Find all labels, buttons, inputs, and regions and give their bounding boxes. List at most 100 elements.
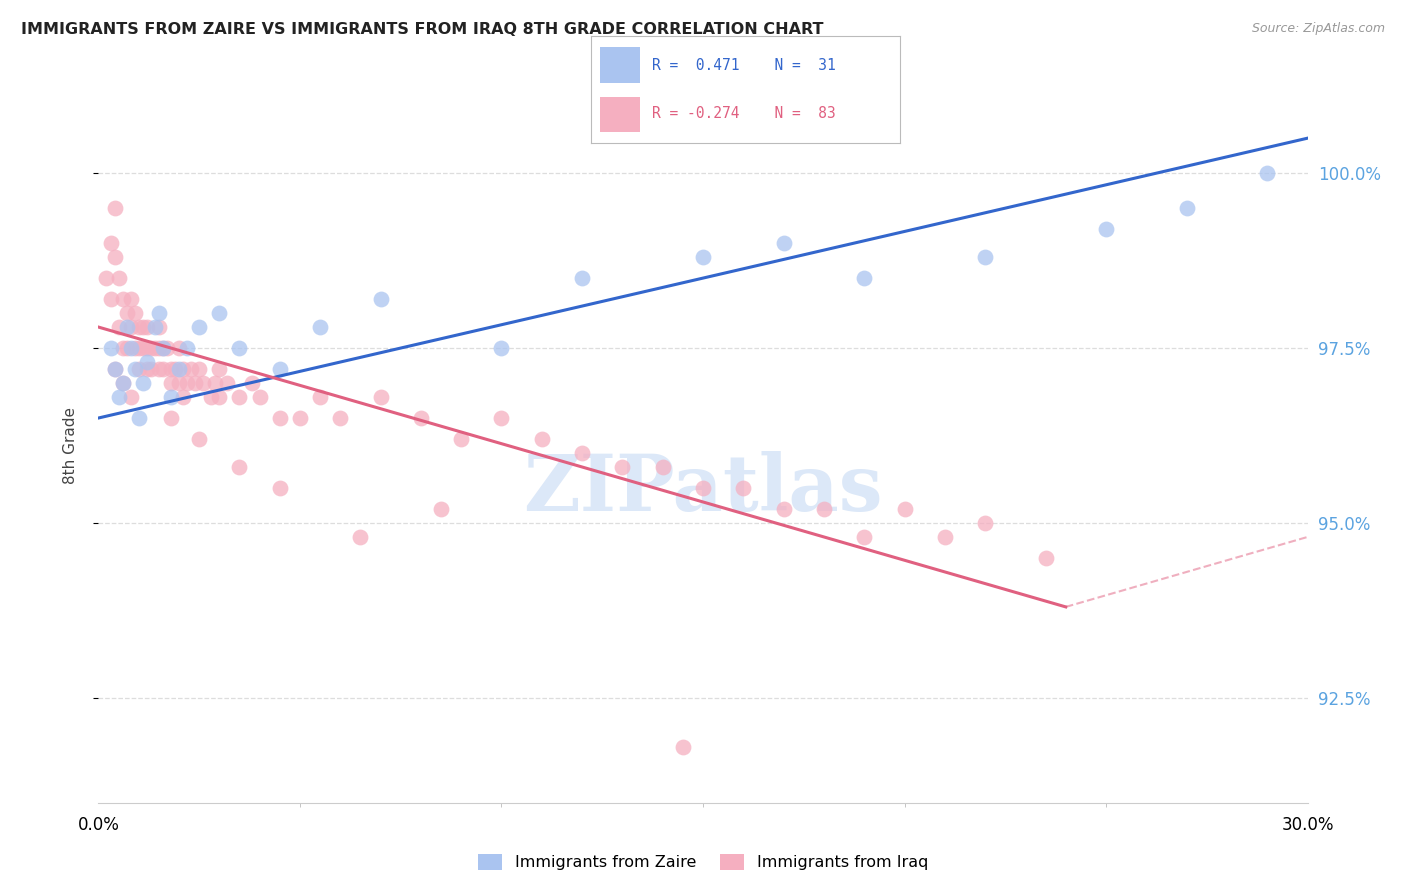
Point	[974, 516, 997, 530]
Point	[120, 320, 142, 334]
Point	[103, 201, 125, 215]
Point	[107, 271, 129, 285]
Point	[228, 341, 250, 355]
Point	[217, 376, 239, 390]
Point	[188, 362, 211, 376]
Point	[269, 481, 291, 495]
Point	[111, 341, 134, 355]
Point	[733, 481, 755, 495]
Point	[1256, 166, 1278, 180]
Point	[430, 502, 453, 516]
Point	[772, 502, 794, 516]
Bar	[600, 47, 640, 83]
Point	[193, 376, 215, 390]
Point	[167, 341, 190, 355]
Point	[107, 390, 129, 404]
Point	[135, 355, 157, 369]
Point	[309, 320, 332, 334]
Point	[180, 362, 202, 376]
Point	[167, 362, 190, 376]
Point	[204, 376, 226, 390]
Point	[853, 530, 876, 544]
Text: R = -0.274    N =  83: R = -0.274 N = 83	[652, 106, 837, 121]
Point	[115, 341, 138, 355]
Point	[120, 292, 142, 306]
Point	[571, 446, 593, 460]
Point	[163, 362, 186, 376]
Point	[370, 292, 392, 306]
Point	[132, 376, 155, 390]
Point	[176, 341, 198, 355]
Point	[612, 460, 634, 475]
Point	[152, 362, 174, 376]
Point	[103, 250, 125, 264]
Point	[651, 460, 673, 475]
Point	[135, 341, 157, 355]
Text: R =  0.471    N =  31: R = 0.471 N = 31	[652, 58, 837, 73]
Point	[530, 432, 553, 446]
Point	[100, 292, 122, 306]
Point	[128, 341, 150, 355]
Point	[228, 390, 250, 404]
Point	[309, 390, 332, 404]
Point	[135, 320, 157, 334]
Point	[100, 341, 122, 355]
Point	[115, 306, 138, 320]
Point	[692, 250, 714, 264]
Point	[120, 341, 142, 355]
Text: Source: ZipAtlas.com: Source: ZipAtlas.com	[1251, 22, 1385, 36]
Bar	[600, 96, 640, 132]
Point	[813, 502, 835, 516]
Y-axis label: 8th Grade: 8th Grade	[63, 408, 77, 484]
Point	[269, 362, 291, 376]
Point	[349, 530, 371, 544]
Point	[893, 502, 915, 516]
Point	[172, 390, 194, 404]
Point	[1175, 201, 1198, 215]
Point	[188, 432, 211, 446]
Point	[409, 411, 432, 425]
Point	[152, 341, 174, 355]
Point	[107, 320, 129, 334]
Point	[148, 320, 170, 334]
Point	[132, 320, 155, 334]
Point	[100, 236, 122, 251]
Point	[148, 362, 170, 376]
Point	[167, 376, 190, 390]
Point	[103, 362, 125, 376]
Point	[148, 341, 170, 355]
Point	[1095, 222, 1118, 236]
Point	[156, 341, 179, 355]
Point	[269, 411, 291, 425]
Point	[160, 376, 183, 390]
Point	[450, 432, 472, 446]
Point	[934, 530, 956, 544]
Point	[160, 411, 183, 425]
Point	[329, 411, 352, 425]
Point	[370, 390, 392, 404]
Point	[228, 460, 250, 475]
Point	[132, 341, 155, 355]
Point	[1035, 550, 1057, 565]
Point	[124, 362, 146, 376]
Point	[491, 411, 513, 425]
Point	[111, 292, 134, 306]
Point	[172, 362, 194, 376]
Point	[124, 306, 146, 320]
Text: ZIPatlas: ZIPatlas	[523, 450, 883, 527]
Point	[120, 390, 142, 404]
Point	[139, 362, 162, 376]
Point	[148, 306, 170, 320]
Point	[184, 376, 207, 390]
Point	[115, 320, 138, 334]
Point	[249, 390, 271, 404]
Point	[139, 341, 162, 355]
Point	[128, 320, 150, 334]
Point	[96, 271, 118, 285]
Point	[188, 320, 211, 334]
Point	[208, 362, 231, 376]
Text: IMMIGRANTS FROM ZAIRE VS IMMIGRANTS FROM IRAQ 8TH GRADE CORRELATION CHART: IMMIGRANTS FROM ZAIRE VS IMMIGRANTS FROM…	[21, 22, 824, 37]
Point	[672, 739, 695, 754]
Point	[491, 341, 513, 355]
Point	[974, 250, 997, 264]
